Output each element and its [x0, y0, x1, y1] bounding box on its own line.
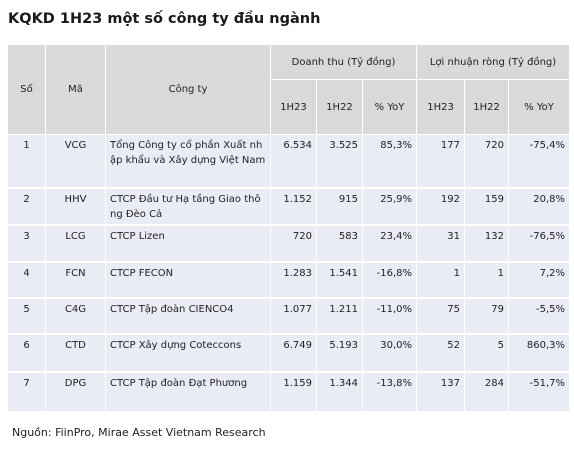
col-header-np-1h22: 1H22 — [464, 79, 510, 135]
cell-np-1h23: 75 — [416, 297, 466, 335]
cell-rev-1h23: 6.534 — [270, 134, 317, 189]
cell-rev-1h23: 1.077 — [270, 297, 317, 335]
table-row: 6 CTD CTCP Xây dựng Coteccons 6.749 5.19… — [7, 333, 571, 373]
cell-rev-1h23: 1.159 — [270, 371, 317, 412]
cell-company: CTCP Tập đoàn Đạt Phương — [105, 371, 271, 412]
cell-rev-yoy: -11,0% — [361, 297, 418, 335]
cell-rev-yoy: -16,8% — [361, 261, 418, 299]
cell-stt: 3 — [7, 224, 46, 263]
cell-company: CTCP Xây dựng Coteccons — [105, 333, 271, 373]
table-row: 4 FCN CTCP FECON 1.283 1.541 -16,8% 1 1 … — [7, 261, 571, 299]
cell-np-1h22: 1 — [464, 261, 510, 299]
cell-ticker: CTD — [45, 333, 106, 373]
cell-np-1h23: 52 — [416, 333, 466, 373]
cell-np-yoy: 20,8% — [508, 187, 571, 226]
cell-company: Tổng Công ty cổ phần Xuất nhập khẩu và X… — [105, 134, 271, 189]
table-row: 1 VCG Tổng Công ty cổ phần Xuất nhập khẩ… — [7, 134, 571, 189]
cell-ticker: VCG — [45, 134, 106, 189]
col-header-np-yoy: % YoY — [508, 79, 571, 135]
cell-np-yoy: -76,5% — [508, 224, 571, 263]
cell-company: CTCP Đầu tư Hạ tầng Giao thông Đèo Cả — [105, 187, 271, 226]
cell-rev-yoy: 30,0% — [361, 333, 418, 373]
cell-ticker: DPG — [45, 371, 106, 412]
cell-np-1h23: 1 — [416, 261, 466, 299]
table-row: 5 C4G CTCP Tập đoàn CIENCO4 1.077 1.211 … — [7, 297, 571, 335]
cell-rev-1h22: 583 — [316, 224, 363, 263]
results-table: Số Mã Công ty Doanh thu (Tỷ đồng) Lợi nh… — [7, 44, 571, 412]
col-header-revenue-group: Doanh thu (Tỷ đồng) — [269, 44, 418, 80]
cell-ticker: C4G — [45, 297, 106, 335]
col-header-profit-group: Lợi nhuận ròng (Tỷ đồng) — [416, 44, 571, 80]
cell-rev-1h23: 1.283 — [270, 261, 317, 299]
cell-np-1h23: 31 — [416, 224, 466, 263]
cell-np-yoy: -5,5% — [508, 297, 571, 335]
cell-np-1h23: 177 — [416, 134, 466, 189]
cell-rev-1h22: 1.541 — [316, 261, 363, 299]
cell-stt: 5 — [7, 297, 46, 335]
cell-ticker: LCG — [45, 224, 106, 263]
cell-company: CTCP Tập đoàn CIENCO4 — [105, 297, 271, 335]
page-title: KQKD 1H23 một số công ty đầu ngành — [8, 11, 321, 27]
cell-np-yoy: 860,3% — [508, 333, 571, 373]
header-row-group: Số Mã Công ty Doanh thu (Tỷ đồng) Lợi nh… — [7, 44, 571, 135]
cell-np-1h22: 284 — [464, 371, 510, 412]
cell-np-yoy: -75,4% — [508, 134, 571, 189]
cell-stt: 6 — [7, 333, 46, 373]
table-row: 3 LCG CTCP Lizen 720 583 23,4% 31 132 -7… — [7, 224, 571, 263]
cell-np-1h22: 159 — [464, 187, 510, 226]
cell-ticker: HHV — [45, 187, 106, 226]
cell-np-yoy: 7,2% — [508, 261, 571, 299]
cell-rev-1h23: 6.749 — [270, 333, 317, 373]
col-header-rev-1h22: 1H22 — [316, 79, 363, 135]
cell-ticker: FCN — [45, 261, 106, 299]
cell-stt: 7 — [7, 371, 46, 412]
cell-rev-yoy: 25,9% — [361, 187, 418, 226]
cell-np-1h22: 79 — [464, 297, 510, 335]
cell-np-1h22: 720 — [464, 134, 510, 189]
cell-np-1h23: 192 — [416, 187, 466, 226]
cell-rev-1h22: 1.344 — [316, 371, 363, 412]
header-row-sub: 1H23 1H22 % YoY 1H23 1H22 % YoY — [8, 79, 571, 135]
cell-company: CTCP Lizen — [105, 224, 271, 263]
col-header-ticker: Mã — [45, 44, 106, 135]
cell-np-yoy: -51,7% — [508, 371, 571, 412]
cell-stt: 4 — [7, 261, 46, 299]
cell-stt: 2 — [7, 187, 46, 226]
cell-np-1h22: 5 — [464, 333, 510, 373]
col-header-stt: Số — [7, 44, 46, 135]
cell-rev-yoy: 23,4% — [361, 224, 418, 263]
title-bar: KQKD 1H23 một số công ty đầu ngành — [0, 0, 574, 44]
cell-rev-1h23: 1.152 — [270, 187, 317, 226]
cell-rev-1h22: 1.211 — [316, 297, 363, 335]
cell-company: CTCP FECON — [105, 261, 271, 299]
cell-rev-yoy: 85,3% — [361, 134, 418, 189]
cell-rev-1h22: 3.525 — [316, 134, 363, 189]
cell-np-1h22: 132 — [464, 224, 510, 263]
col-header-np-1h23: 1H23 — [416, 79, 466, 135]
source-note: Nguồn: FiinPro, Mirae Asset Vietnam Rese… — [12, 426, 266, 439]
col-header-rev-1h23: 1H23 — [270, 79, 317, 135]
col-header-rev-yoy: % YoY — [361, 79, 418, 135]
cell-rev-1h22: 915 — [316, 187, 363, 226]
cell-rev-1h23: 720 — [270, 224, 317, 263]
cell-rev-yoy: -13,8% — [361, 371, 418, 412]
cell-stt: 1 — [7, 134, 46, 189]
table-row: 7 DPG CTCP Tập đoàn Đạt Phương 1.159 1.3… — [7, 371, 571, 412]
col-header-company: Công ty — [105, 44, 271, 135]
table-row: 2 HHV CTCP Đầu tư Hạ tầng Giao thông Đèo… — [7, 187, 571, 226]
cell-rev-1h22: 5.193 — [316, 333, 363, 373]
cell-np-1h23: 137 — [416, 371, 466, 412]
